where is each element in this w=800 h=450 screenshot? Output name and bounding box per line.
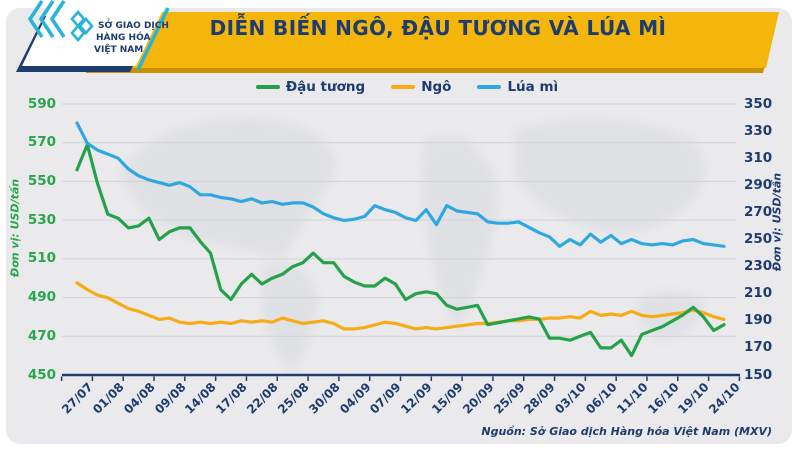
- title-banner: [90, 12, 779, 68]
- legend-swatch-ngo-icon: [391, 85, 416, 89]
- chart-title: DIỄN BIẾN NGÔ, ĐẬU TƯƠNG VÀ LÚA MÌ: [209, 16, 667, 40]
- right-axis-tick-label: 230: [744, 258, 773, 275]
- logo-text-line1: SỞ GIAO DỊCH: [98, 18, 169, 31]
- legend-swatch-lua-mi-icon: [477, 85, 502, 89]
- logo-plate: [22, 8, 164, 66]
- legend-swatch-dau-tuong-icon: [255, 85, 280, 89]
- series-line-lua-mi: [75, 121, 726, 248]
- left-axis-tick-label: 490: [27, 289, 56, 306]
- right-axis-tick-label: 290: [744, 176, 773, 193]
- right-axis-tick-label: 350: [744, 95, 773, 112]
- right-axis-tick-label: 190: [744, 312, 773, 329]
- left-axis-tick-label: 470: [27, 327, 56, 344]
- chart-legend: Đậu tương Ngô Lúa mì: [0, 79, 800, 95]
- left-axis-tick-label: 590: [27, 95, 56, 112]
- source-note: Nguồn: Sở Giao dịch Hàng hóa Việt Nam (M…: [481, 425, 772, 438]
- logo-text-line3: VIỆT NAM: [94, 44, 143, 55]
- left-axis-tick-label: 450: [27, 366, 56, 383]
- legend-label-lua-mi: Lúa mì: [507, 79, 559, 95]
- logo-mark-icon: [27, 0, 94, 42]
- right-axis-tick-label: 250: [744, 231, 773, 247]
- logo-text-line2: HÀNG HÓA: [96, 31, 150, 43]
- legend-item-lua-mi: Lúa mì: [477, 79, 558, 95]
- series-line-dau-tuong: [75, 143, 726, 358]
- series-line-ngo: [75, 281, 726, 331]
- legend-label-ngo: Ngô: [421, 79, 452, 95]
- logo-accent-line: [136, 7, 170, 71]
- left-axis-tick-label: 510: [27, 250, 56, 267]
- left-axis-tick-label: 530: [27, 211, 56, 228]
- right-axis-tick-label: 330: [744, 122, 773, 139]
- legend-item-ngo: Ngô: [391, 79, 451, 95]
- legend-item-dau-tuong: Đậu tương: [255, 79, 366, 95]
- right-axis-tick-label: 210: [744, 285, 773, 302]
- left-axis-tick-label: 570: [27, 134, 56, 151]
- right-axis-tick-label: 270: [744, 203, 773, 220]
- right-axis-tick-label: 170: [744, 339, 773, 356]
- legend-label-dau-tuong: Đậu tương: [285, 79, 366, 95]
- mxv-logo: SỞ GIAO DỊCH HÀNG HÓA VIỆT NAM: [16, 0, 170, 72]
- right-axis-tick-label: 310: [744, 149, 773, 166]
- right-axis-tick-label: 150: [744, 366, 773, 383]
- left-axis-tick-label: 550: [27, 172, 56, 189]
- logo-wordmark: SỞ GIAO DỊCH HÀNG HÓA VIỆT NAM: [94, 18, 169, 55]
